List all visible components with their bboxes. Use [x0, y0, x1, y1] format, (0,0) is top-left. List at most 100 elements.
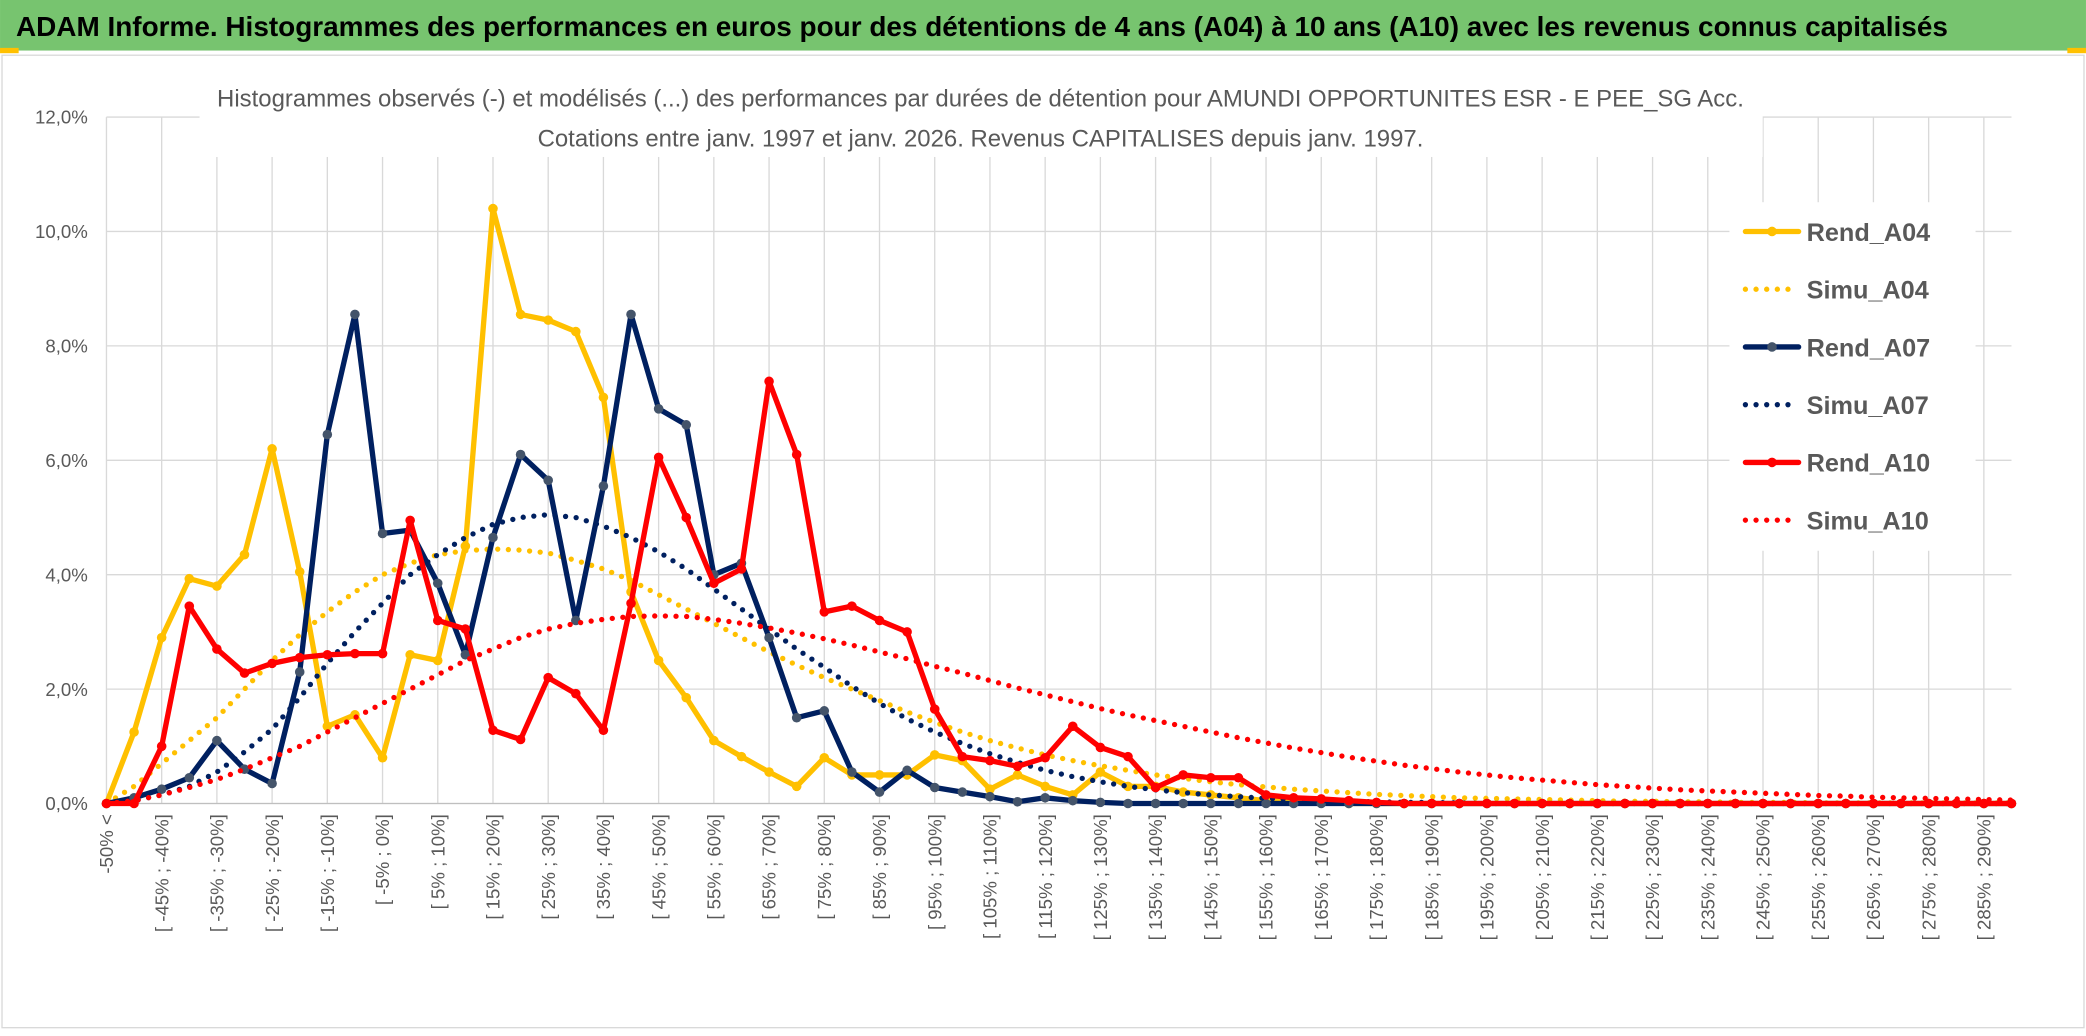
x-tick-label: [ 255% ; 260%] [1808, 814, 1829, 940]
marker [1095, 742, 1106, 753]
legend-background [1729, 202, 1976, 551]
chart-subtitle: Cotations entre janv. 1997 et janv. 2026… [538, 125, 1424, 152]
marker [1509, 798, 1520, 809]
marker [1012, 761, 1023, 772]
marker [432, 578, 443, 589]
marker [1067, 721, 1078, 732]
y-tick-label: 0,0% [45, 793, 87, 814]
x-tick-label: [ 75% ; 80%] [814, 814, 835, 920]
marker [488, 532, 498, 543]
x-tick-label: [ -15% ; -10%] [317, 814, 338, 932]
y-tick-label: 8,0% [45, 336, 87, 357]
marker [571, 688, 581, 699]
marker [1233, 798, 1244, 809]
marker [653, 404, 664, 414]
marker [985, 755, 995, 766]
marker [681, 420, 692, 430]
x-tick-label: [ 115% ; 120%] [1035, 814, 1056, 939]
marker [543, 475, 553, 486]
model-line [103, 511, 2015, 807]
marker [709, 735, 719, 746]
marker [653, 452, 664, 463]
x-tick-label: [ -5% ; 0%] [372, 814, 393, 905]
x-tick-label: [ 265% ; 270%] [1863, 814, 1884, 940]
marker [819, 706, 830, 716]
marker [1868, 798, 1879, 809]
marker [156, 632, 167, 643]
marker [1923, 798, 1934, 809]
header-bar [0, 0, 2086, 51]
marker [1813, 798, 1824, 809]
marker [709, 578, 719, 589]
legend-label: Simu_A04 [1807, 277, 1929, 305]
marker [1123, 751, 1133, 762]
marker [515, 449, 526, 460]
marker [626, 598, 636, 609]
model-line [103, 613, 2015, 807]
marker [874, 787, 885, 797]
x-tick-label: [ 65% ; 70%] [759, 814, 780, 920]
x-tick-label: -50% < [96, 814, 117, 873]
marker [1095, 767, 1106, 777]
x-tick-label: [ 175% ; 180%] [1366, 814, 1387, 940]
marker [1040, 781, 1050, 792]
marker [764, 767, 774, 777]
marker [1537, 798, 1547, 809]
marker [212, 581, 222, 591]
marker [1758, 798, 1768, 809]
marker [929, 704, 940, 714]
marker [432, 615, 443, 626]
marker [1675, 798, 1685, 809]
marker [1040, 793, 1050, 803]
y-tick-label: 6,0% [45, 450, 87, 471]
marker [1288, 793, 1299, 803]
x-tick-label: [ -25% ; -20%] [262, 814, 283, 932]
x-tick-label: [ 35% ; 40%] [593, 814, 614, 920]
marker [929, 782, 940, 793]
legend-marker [1767, 226, 1777, 237]
header-title: ADAM Informe. Histogrammes des performan… [16, 11, 1948, 42]
marker [819, 607, 830, 617]
marker [184, 573, 195, 584]
marker [736, 751, 747, 762]
marker [267, 658, 277, 669]
marker [350, 309, 360, 320]
x-tick-label: [ 245% ; 250%] [1753, 814, 1774, 940]
marker [929, 750, 940, 760]
marker [1178, 798, 1188, 809]
marker [405, 515, 415, 526]
marker [1454, 798, 1465, 809]
marker [791, 449, 802, 460]
marker [1012, 770, 1023, 780]
marker [294, 667, 305, 677]
marker [1316, 794, 1327, 804]
marker [1206, 772, 1216, 783]
x-tick-label: [ 285% ; 290%] [1974, 814, 1995, 940]
header-accent [2067, 47, 2086, 54]
marker [791, 781, 802, 792]
marker [488, 203, 498, 214]
marker [239, 668, 250, 678]
chart-border [1, 54, 2085, 1029]
marker [985, 791, 995, 802]
marker [1150, 798, 1161, 809]
marker [1095, 797, 1106, 808]
marker [736, 564, 747, 574]
marker [1261, 798, 1271, 809]
marker [515, 309, 526, 320]
marker [1067, 795, 1078, 806]
marker [156, 784, 167, 795]
marker [267, 778, 277, 789]
marker [957, 787, 968, 797]
marker [156, 741, 167, 752]
marker [460, 624, 471, 634]
x-tick-label: [ 165% ; 170%] [1311, 814, 1332, 940]
marker [681, 692, 692, 703]
marker [239, 549, 250, 560]
legend-label: Simu_A07 [1807, 392, 1929, 420]
marker [571, 326, 581, 337]
legend-label: Rend_A07 [1807, 334, 1931, 362]
marker [791, 712, 802, 723]
x-tick-label: [ 215% ; 220%] [1587, 814, 1608, 940]
title-background [199, 74, 1763, 157]
